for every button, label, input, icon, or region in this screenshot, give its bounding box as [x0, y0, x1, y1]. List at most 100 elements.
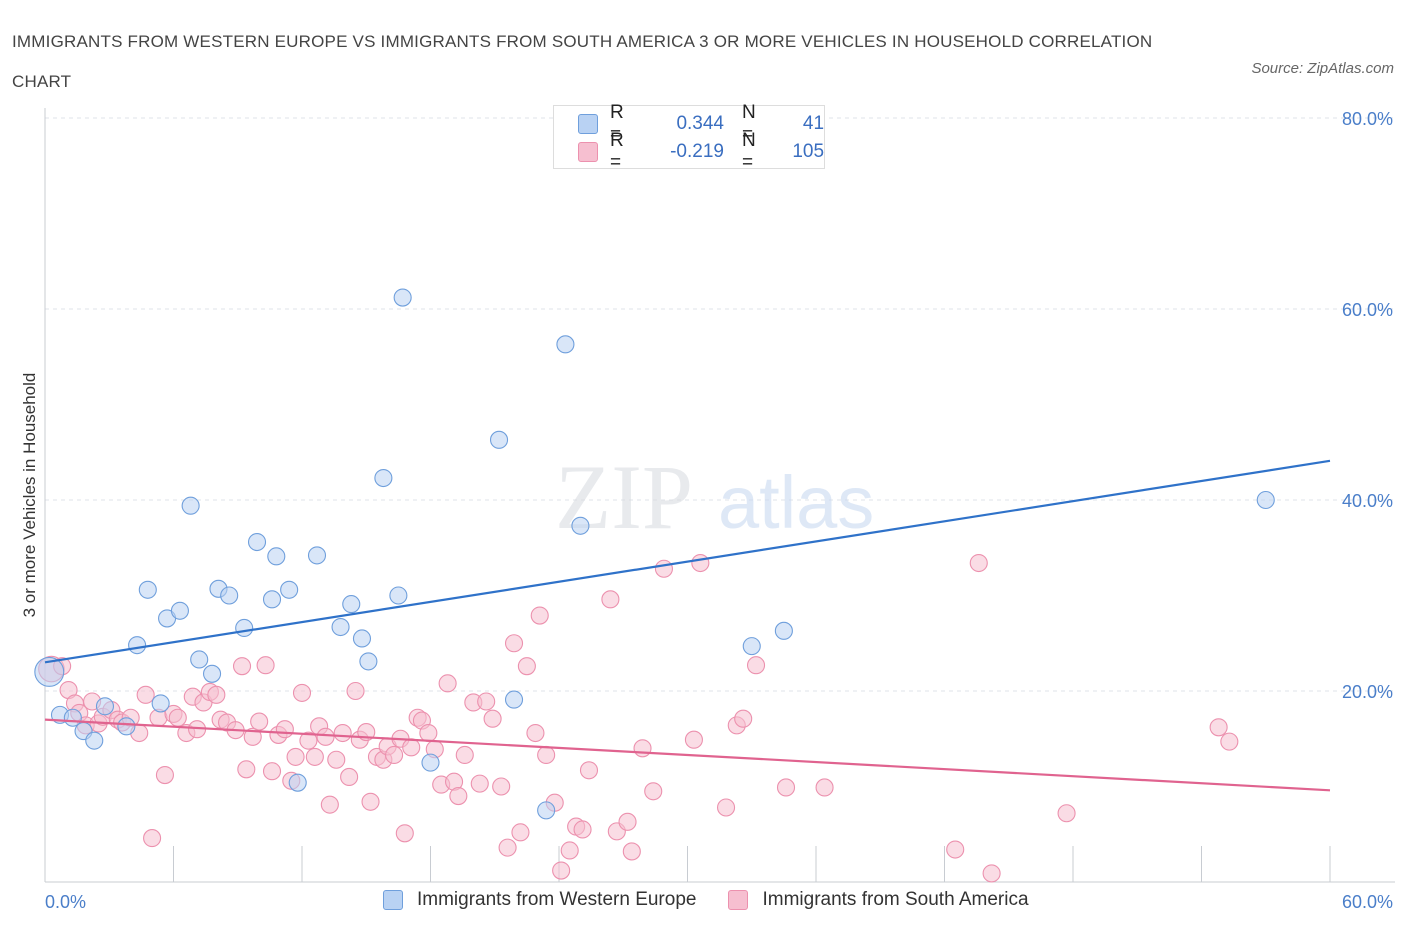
y-tick-label: 80.0%: [1342, 109, 1393, 129]
south-america-point: [237, 760, 256, 779]
south-america-point: [262, 762, 282, 781]
south-america-point: [361, 792, 380, 811]
svg-text:atlas: atlas: [718, 461, 874, 544]
western-europe-point: [556, 335, 575, 354]
south-america-point: [292, 683, 312, 702]
western-europe-point: [170, 601, 189, 620]
south-america-point: [155, 765, 174, 785]
south-america-point: [455, 745, 474, 765]
chart-title: IMMIGRANTS FROM WESTERN EUROPE VS IMMIGR…: [12, 32, 1153, 91]
south-america-point: [746, 656, 766, 675]
legend-n-label: N =: [741, 102, 756, 145]
y-tick-label: 60.0%: [1342, 300, 1393, 320]
south-america-point: [477, 692, 496, 711]
south-america-point: [385, 745, 404, 765]
south-america-point: [552, 861, 571, 880]
south-america-point: [618, 812, 637, 831]
western-europe-point: [117, 717, 136, 736]
south-america-point: [511, 823, 530, 842]
legend-label-western-europe: Immigrants from Western Europe: [417, 889, 697, 910]
south-america-point: [168, 708, 187, 727]
south-america-point: [232, 657, 252, 676]
south-america-point: [250, 712, 269, 731]
source-label: Source: ZipAtlas.com: [1251, 60, 1394, 77]
south-america-point: [449, 786, 468, 806]
axes: [44, 108, 1395, 883]
western-europe-point: [342, 595, 361, 614]
south-america-point: [644, 782, 663, 801]
western-europe-point: [151, 694, 170, 713]
south-america-point: [946, 840, 965, 859]
western-europe-point: [421, 753, 440, 772]
legend-swatch-pink: [728, 890, 749, 910]
western-europe-point: [571, 516, 590, 535]
south-america-point: [136, 685, 155, 704]
legend-swatch-blue: [578, 114, 598, 134]
south-america-point: [419, 723, 438, 743]
legend-swatch-pink: [578, 142, 598, 162]
western-europe-point: [393, 288, 412, 307]
western-europe-point: [138, 580, 157, 599]
western-europe-point: [280, 580, 299, 599]
western-europe-point: [389, 586, 408, 605]
legend-item-western-europe: Immigrants from Western Europe: [383, 889, 696, 911]
south-america-point: [320, 795, 339, 814]
western-europe-point: [85, 731, 104, 750]
legend-r-label: R =: [609, 102, 624, 145]
western-europe-point: [1256, 490, 1275, 510]
south-america-point: [526, 723, 545, 743]
south-america-point: [316, 727, 335, 746]
south-america-point: [601, 590, 620, 609]
legend-n-value: 41: [802, 113, 825, 134]
legend-row-south-america: R = -0.219 N = 105: [578, 130, 824, 173]
south-america-point: [691, 553, 710, 573]
western-europe-point: [181, 496, 200, 515]
south-america-point: [1057, 804, 1076, 823]
south-america-point: [969, 553, 988, 573]
y-tick-label: 40.0%: [1342, 491, 1393, 511]
south-america-point: [470, 774, 489, 793]
western-europe-point: [128, 636, 147, 655]
south-america-point: [498, 838, 517, 857]
western-europe-point: [307, 546, 327, 565]
western-europe-point: [267, 547, 286, 566]
south-america-point: [438, 674, 457, 693]
south-america-point: [492, 777, 511, 796]
western-europe-point: [262, 590, 282, 609]
south-america-point: [573, 820, 592, 839]
x-tick-label-max: 60.0%: [1342, 892, 1393, 912]
legend-r-label: R =: [609, 130, 624, 173]
south-america-point: [275, 720, 294, 739]
western-europe-point: [331, 617, 350, 637]
correlation-legend: R = 0.344 N = 41 R = -0.219 N = 105: [553, 102, 825, 173]
legend-n-label: N =: [741, 130, 756, 173]
western-europe-point: [34, 656, 65, 687]
western-europe-point: [288, 773, 307, 792]
south-america-point: [143, 829, 162, 848]
south-america-point: [299, 731, 318, 750]
south-america-point: [654, 559, 673, 578]
western-europe-point: [359, 652, 378, 671]
legend-label-south-america: Immigrants from South America: [762, 889, 1029, 910]
western-europe-point: [489, 430, 509, 449]
western-europe-point: [742, 637, 761, 656]
south-america-point: [504, 634, 524, 653]
south-america-point: [622, 842, 641, 861]
south-america-point: [340, 767, 359, 787]
south-america-point: [1209, 718, 1228, 737]
trend-lines: [44, 459, 1331, 792]
western-europe-point: [374, 468, 393, 488]
data-points: [34, 288, 1275, 883]
western-europe-point: [220, 586, 239, 605]
legend-row-western-europe: R = 0.344 N = 41: [578, 102, 825, 145]
south-america-point: [633, 739, 652, 758]
x-tick-label-min: 0.0%: [45, 892, 86, 912]
south-america-point: [327, 750, 346, 769]
south-america-point: [982, 864, 1001, 883]
western-europe-point: [537, 801, 556, 820]
south-america-point: [346, 681, 365, 701]
south-america-point: [579, 761, 599, 780]
trend-line-south-america: [44, 718, 1331, 792]
south-america-point: [286, 747, 305, 766]
